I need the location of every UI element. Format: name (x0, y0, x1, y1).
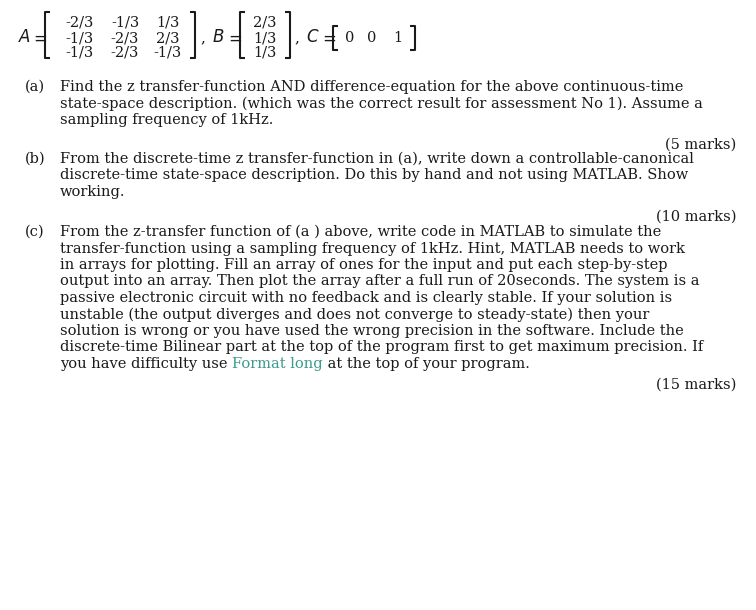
Text: you have difficulty use: you have difficulty use (60, 357, 232, 371)
Text: From the discrete-time z transfer-function in (a), write down a controllable-can: From the discrete-time z transfer-functi… (60, 152, 694, 166)
Text: solution is wrong or you have used the wrong precision in the software. Include : solution is wrong or you have used the w… (60, 324, 683, 338)
Text: -2/3: -2/3 (111, 31, 139, 45)
Text: (c): (c) (25, 225, 45, 239)
Text: working.: working. (60, 185, 125, 199)
Text: 1/3: 1/3 (156, 16, 180, 30)
Text: passive electronic circuit with no feedback and is clearly stable. If your solut: passive electronic circuit with no feedb… (60, 291, 672, 305)
Text: Format long: Format long (232, 357, 323, 371)
Text: 1/3: 1/3 (253, 31, 277, 45)
Text: 2/3: 2/3 (156, 31, 180, 45)
Text: $=$: $=$ (225, 29, 243, 46)
Text: $=$: $=$ (30, 29, 48, 46)
Text: 1: 1 (393, 31, 402, 45)
Text: Find the z transfer-function AND difference-equation for the above continuous-ti: Find the z transfer-function AND differe… (60, 80, 683, 94)
Text: unstable (the output diverges and does not converge to steady-state) then your: unstable (the output diverges and does n… (60, 307, 649, 322)
Text: -1/3: -1/3 (66, 31, 94, 45)
Text: state-space description. (which was the correct result for assessment No 1). Ass: state-space description. (which was the … (60, 96, 703, 111)
Text: (15 marks): (15 marks) (655, 378, 736, 392)
Text: ,: , (200, 31, 205, 45)
Text: sampling frequency of 1kHz.: sampling frequency of 1kHz. (60, 113, 274, 127)
Text: 2/3: 2/3 (253, 16, 277, 30)
Text: From the z-transfer function of (a ) above, write code in MATLAB to simulate the: From the z-transfer function of (a ) abo… (60, 225, 662, 239)
Text: discrete-time Bilinear part at the top of the program first to get maximum preci: discrete-time Bilinear part at the top o… (60, 340, 703, 354)
Text: -1/3: -1/3 (154, 46, 182, 60)
Text: $B$: $B$ (212, 29, 225, 46)
Text: -2/3: -2/3 (111, 46, 139, 60)
Text: (a): (a) (25, 80, 45, 94)
Text: -2/3: -2/3 (66, 16, 94, 30)
Text: discrete-time state-space description. Do this by hand and not using MATLAB. Sho: discrete-time state-space description. D… (60, 168, 688, 182)
Text: transfer-function using a sampling frequency of 1kHz. Hint, MATLAB needs to work: transfer-function using a sampling frequ… (60, 242, 685, 256)
Text: 1/3: 1/3 (253, 46, 277, 60)
Text: (5 marks): (5 marks) (665, 137, 736, 151)
Text: -1/3: -1/3 (111, 16, 139, 30)
Text: ,: , (294, 31, 299, 45)
Text: (10 marks): (10 marks) (655, 209, 736, 223)
Text: $A$: $A$ (18, 29, 31, 46)
Text: $=$: $=$ (319, 29, 336, 46)
Text: 0: 0 (367, 31, 376, 45)
Text: output into an array. Then plot the array after a full run of 20seconds. The sys: output into an array. Then plot the arra… (60, 274, 699, 289)
Text: $C$: $C$ (306, 29, 320, 46)
Text: at the top of your program.: at the top of your program. (323, 357, 530, 371)
Text: in arrays for plotting. Fill an array of ones for the input and put each step-by: in arrays for plotting. Fill an array of… (60, 258, 668, 272)
Text: (b): (b) (25, 152, 45, 166)
Text: 0: 0 (345, 31, 355, 45)
Text: -1/3: -1/3 (66, 46, 94, 60)
